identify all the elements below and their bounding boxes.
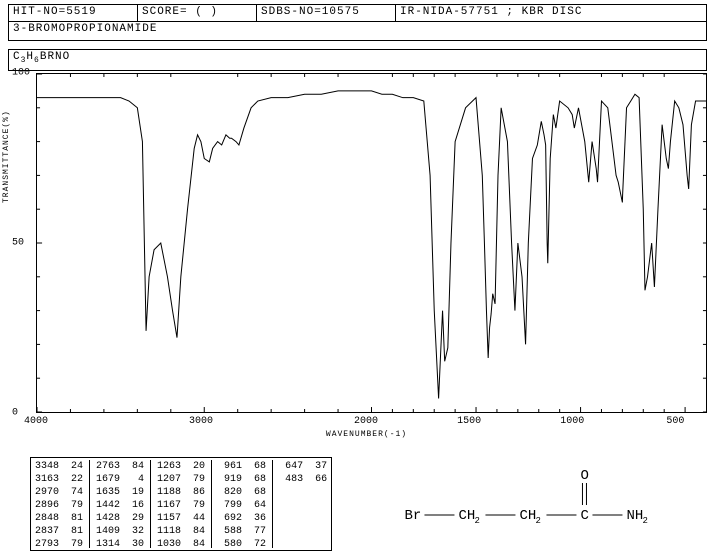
svg-text:CH: CH — [459, 508, 476, 524]
svg-text:2: 2 — [643, 516, 648, 526]
peaks-table: 3348 24 3163 22 2970 74 2896 79 2848 81 … — [30, 457, 332, 551]
bottom-area: 3348 24 3163 22 2970 74 2896 79 2848 81 … — [30, 457, 707, 551]
spectrum-svg — [37, 74, 706, 412]
svg-text:CH: CH — [520, 508, 537, 524]
svg-text:2: 2 — [475, 516, 480, 526]
ir-spectrum-chart: TRANSMITTANCE(%) 050100 4000300020001500… — [26, 73, 707, 413]
plot-box — [36, 73, 707, 413]
formula-row: C3H6BRNO — [8, 49, 707, 71]
chemical-structure: BrCH2CH2CNH2O — [338, 457, 707, 551]
x-axis-label: WAVENUMBER(-1) — [326, 430, 407, 439]
y-axis-label: TRANSMITTANCE(%) — [2, 110, 11, 203]
sdbs-no-cell: SDBS-NO=10575 — [257, 5, 396, 21]
svg-text:NH: NH — [627, 508, 644, 524]
method-cell: IR-NIDA-57751 ; KBR DISC — [396, 5, 706, 21]
svg-text:2: 2 — [536, 516, 541, 526]
svg-text:C: C — [581, 508, 589, 524]
structure-svg: BrCH2CH2CNH2O — [338, 457, 707, 551]
svg-text:Br: Br — [405, 508, 422, 524]
compound-name-row: 3-BROMOPROPIONAMIDE — [8, 22, 707, 41]
hit-no-cell: HIT-NO=5519 — [9, 5, 138, 21]
svg-text:O: O — [581, 468, 589, 484]
header-row: HIT-NO=5519 SCORE= ( ) SDBS-NO=10575 IR-… — [8, 4, 707, 22]
score-cell: SCORE= ( ) — [138, 5, 257, 21]
